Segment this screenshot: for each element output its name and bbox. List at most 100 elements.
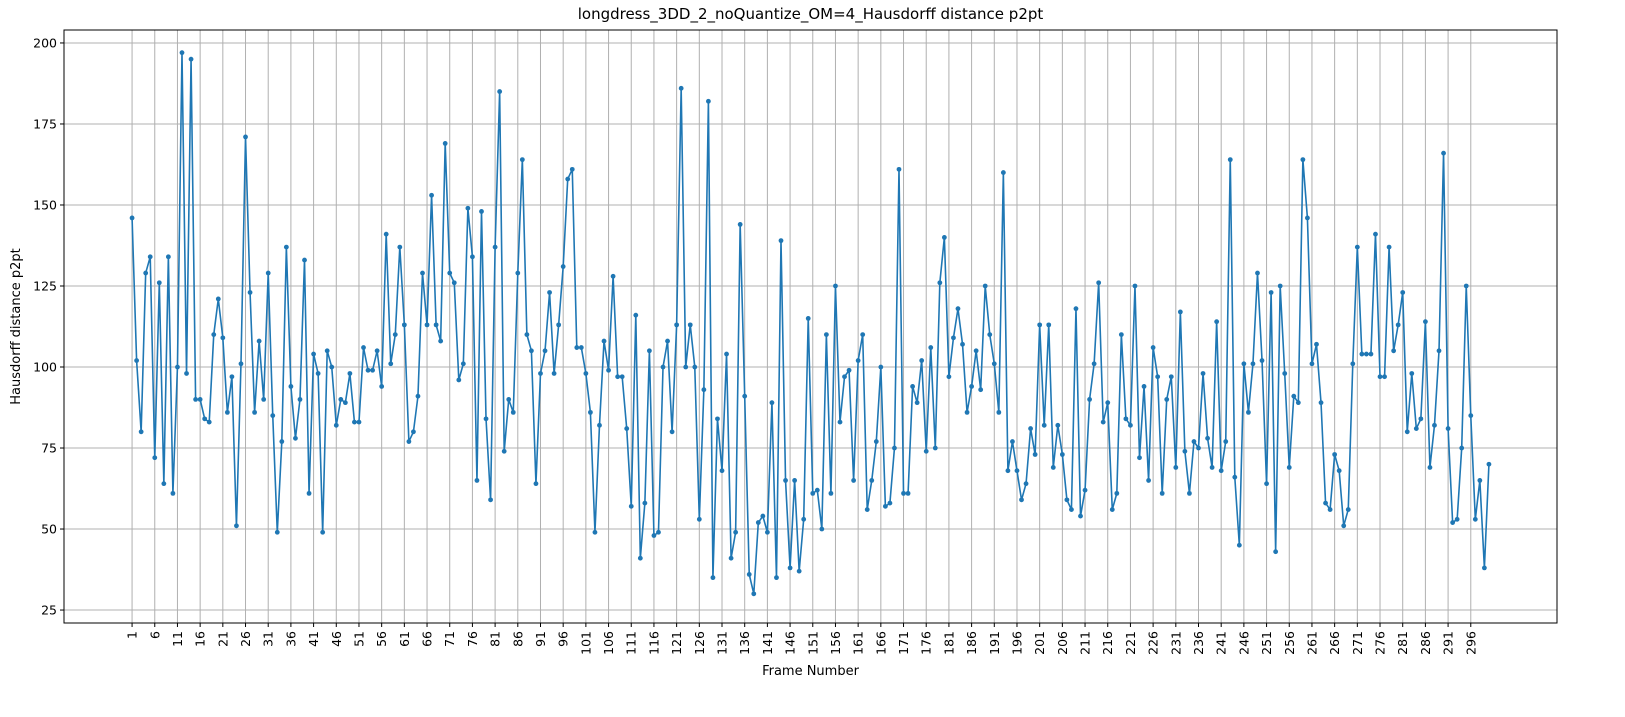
x-tick-label: 61 <box>397 631 412 647</box>
data-point <box>715 416 720 422</box>
data-point <box>969 384 974 389</box>
data-point <box>701 387 707 393</box>
series-layer <box>129 50 1492 597</box>
x-tick-label: 101 <box>578 631 593 655</box>
data-point <box>165 254 171 260</box>
data-point <box>1395 322 1401 328</box>
data-point <box>1250 361 1256 367</box>
series-line <box>131 51 1490 595</box>
data-point <box>342 400 348 406</box>
data-point <box>624 426 630 431</box>
data-point <box>955 306 961 312</box>
x-tick-label: 121 <box>669 631 684 655</box>
data-point <box>1341 523 1347 529</box>
x-tick-label: 116 <box>646 631 661 655</box>
data-point <box>1019 497 1024 503</box>
data-point <box>215 296 221 302</box>
data-point <box>270 413 276 419</box>
x-tick-label: 236 <box>1191 631 1206 655</box>
x-tick-label: 161 <box>851 631 866 655</box>
data-point <box>1345 507 1351 512</box>
y-tick-label: 200 <box>33 35 57 50</box>
x-tick-label: 251 <box>1259 631 1274 655</box>
data-point <box>1336 468 1342 474</box>
data-point <box>1214 319 1220 325</box>
data-point <box>851 478 857 483</box>
data-point <box>774 575 779 581</box>
x-tick-label: 221 <box>1123 631 1138 655</box>
data-point <box>656 529 661 535</box>
data-point <box>1459 445 1465 451</box>
data-point <box>1332 452 1338 457</box>
data-point <box>1327 507 1333 512</box>
data-point <box>465 205 471 211</box>
data-point <box>1150 345 1156 350</box>
data-point <box>510 409 516 415</box>
data-point <box>1354 244 1360 250</box>
data-point <box>1477 478 1483 483</box>
data-point <box>1005 468 1011 474</box>
data-point <box>814 487 820 493</box>
data-point <box>724 351 729 357</box>
data-point <box>184 371 189 376</box>
data-point <box>1241 361 1247 367</box>
data-point <box>1128 422 1133 428</box>
x-tick-label: 111 <box>624 631 639 655</box>
y-tick-label: 25 <box>41 603 57 618</box>
data-point <box>1069 507 1074 512</box>
data-point <box>1078 513 1083 519</box>
data-point <box>438 338 444 344</box>
data-point <box>1141 384 1147 389</box>
data-point <box>156 280 162 286</box>
data-point <box>347 371 353 376</box>
data-point <box>193 397 199 402</box>
data-point <box>220 335 226 341</box>
x-tick-label: 291 <box>1441 631 1456 655</box>
data-point <box>1273 549 1279 555</box>
data-point <box>1082 487 1088 493</box>
x-tick-label: 26 <box>238 631 253 647</box>
data-point <box>420 270 425 276</box>
x-tick-label: 31 <box>261 631 276 647</box>
data-point <box>1037 322 1043 328</box>
x-tick-label: 186 <box>964 631 979 655</box>
data-point <box>293 435 298 441</box>
data-point <box>556 322 562 328</box>
data-point <box>837 419 843 425</box>
x-tick-label: 276 <box>1373 631 1388 655</box>
data-point <box>964 409 970 415</box>
data-point <box>1382 374 1387 380</box>
data-point <box>1073 306 1079 312</box>
data-point <box>365 367 371 373</box>
data-point <box>497 89 503 94</box>
data-point <box>1177 309 1183 315</box>
data-point <box>383 231 389 237</box>
data-point <box>1286 465 1292 470</box>
data-point <box>1137 455 1142 461</box>
data-point <box>1105 400 1111 406</box>
data-point <box>1055 422 1061 428</box>
data-point <box>606 367 611 373</box>
data-point <box>1255 270 1260 276</box>
data-point <box>910 384 915 389</box>
data-point <box>1323 500 1328 506</box>
x-tick-label: 71 <box>442 631 457 647</box>
x-tick-label: 256 <box>1282 631 1297 655</box>
x-tick-label: 16 <box>193 631 208 647</box>
data-point <box>411 429 416 435</box>
data-point <box>882 503 888 509</box>
data-point <box>1404 429 1410 435</box>
data-point <box>692 364 698 370</box>
data-point <box>946 374 952 380</box>
data-point <box>742 393 748 399</box>
data-point <box>869 478 875 483</box>
data-point <box>329 364 335 370</box>
data-point <box>492 244 498 250</box>
x-tick-label: 166 <box>873 631 888 655</box>
x-tick-label: 91 <box>533 631 548 647</box>
data-point <box>1481 565 1487 571</box>
data-point <box>147 254 153 260</box>
data-point <box>578 345 584 350</box>
data-point <box>951 335 956 341</box>
data-point <box>1377 374 1383 380</box>
